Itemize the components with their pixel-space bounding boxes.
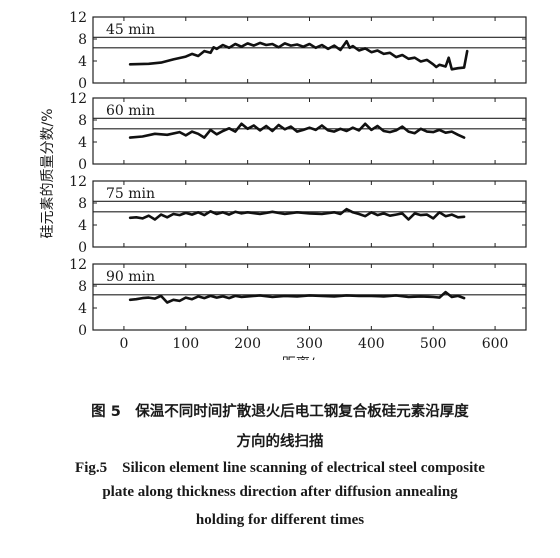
panel-label: 60 min — [106, 103, 155, 119]
series-line — [128, 39, 469, 71]
y-tick-label: 4 — [78, 301, 87, 317]
y-axis-label: 硅元素的质量分数/% — [40, 108, 56, 238]
y-tick-label: 12 — [69, 10, 87, 26]
x-tick-label: 300 — [296, 336, 323, 352]
x-axis-label: 距离/μm — [282, 355, 337, 360]
y-tick-label: 8 — [78, 32, 87, 48]
x-tick-label: 100 — [172, 336, 199, 352]
panel-frame — [92, 16, 527, 84]
x-tick-label: 500 — [420, 336, 447, 352]
y-tick-label: 4 — [78, 54, 87, 70]
y-tick-label: 0 — [78, 240, 87, 256]
caption-chinese-line-1: 图 5 保温不同时间扩散退火后电工钢复合板硅元素沿厚度 — [91, 404, 469, 420]
x-tick-label: 0 — [119, 336, 128, 352]
x-tick-label: 400 — [358, 336, 385, 352]
y-tick-label: 12 — [69, 91, 87, 107]
panel-label: 90 min — [106, 269, 155, 285]
y-tick-label: 0 — [78, 157, 87, 173]
y-tick-label: 0 — [78, 323, 87, 339]
caption-chinese-line-2: 方向的线扫描 — [236, 434, 324, 450]
y-tick-label: 8 — [78, 279, 87, 295]
y-tick-label: 0 — [78, 76, 87, 92]
caption-english-line-1: Fig.5 Silicon element line scanning of e… — [75, 460, 485, 476]
line-scan-figure: 0 4 8 12 45 min 0 4 8 12 60 min 0 4 8 12 75 min 0 4 8 12 90… — [40, 10, 527, 360]
x-tick-label: 200 — [234, 336, 261, 352]
caption-english-line-3: holding for different times — [195, 512, 365, 528]
series-line — [128, 290, 466, 304]
y-tick-label: 4 — [78, 218, 87, 234]
series-line — [128, 122, 466, 139]
x-tick-label: 600 — [482, 336, 509, 352]
y-tick-label: 4 — [78, 135, 87, 151]
panel-frame — [92, 97, 527, 165]
panel-label: 45 min — [106, 22, 155, 38]
y-tick-label: 12 — [69, 174, 87, 190]
y-tick-label: 8 — [78, 196, 87, 212]
panel-label: 75 min — [106, 186, 155, 202]
y-tick-label: 12 — [69, 257, 87, 273]
series-line — [128, 207, 466, 221]
caption-english-line-2: plate along thickness direction after di… — [102, 484, 458, 500]
y-tick-label: 8 — [78, 113, 87, 129]
